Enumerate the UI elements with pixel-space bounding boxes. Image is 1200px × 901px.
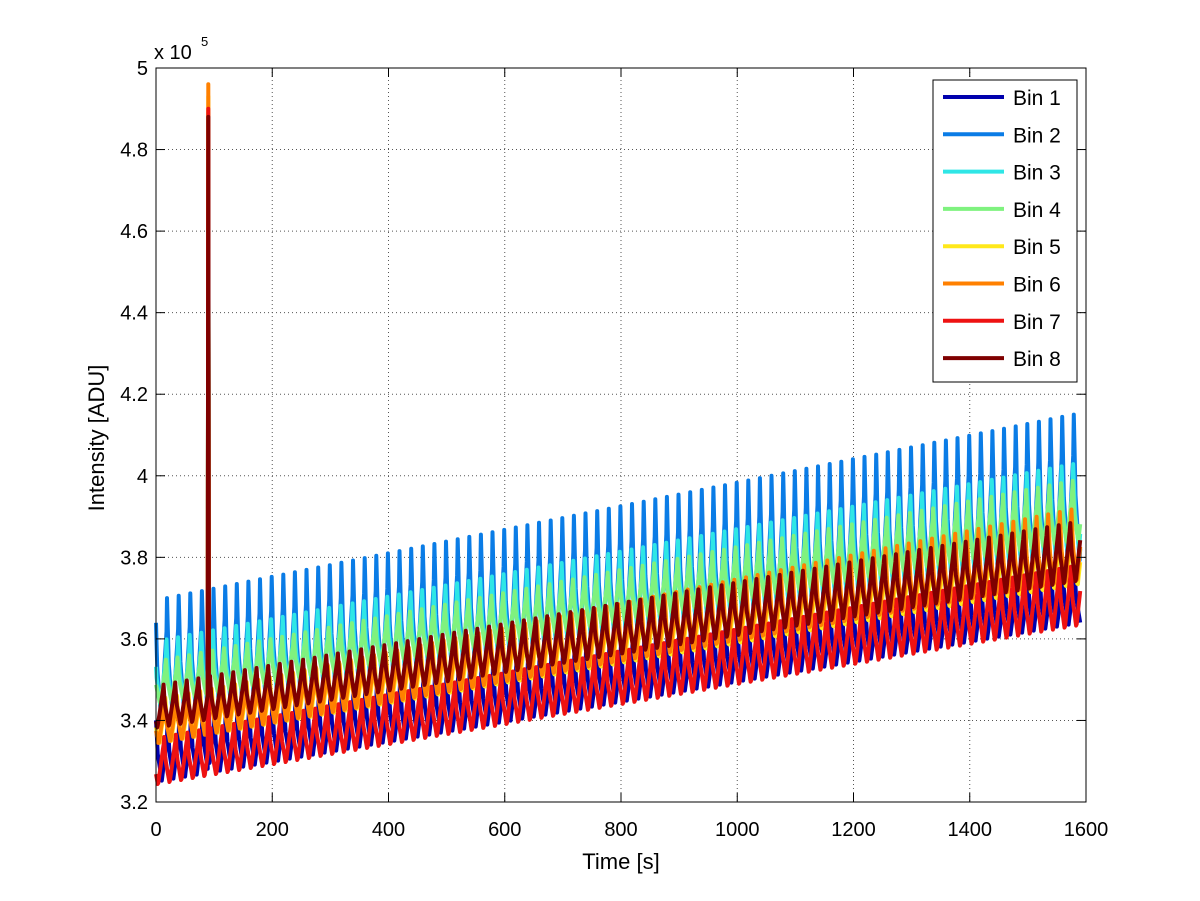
series-lines (154, 82, 1083, 786)
legend-label: Bin 8 (1013, 348, 1061, 371)
x-tick-label: 1000 (715, 819, 760, 841)
y-tick-label: 4.2 (120, 384, 148, 406)
x-tick-label: 1600 (1064, 819, 1109, 841)
series-line-bin-4 (154, 110, 1083, 705)
x-tick-label: 200 (256, 819, 289, 841)
legend-label: Bin 3 (1013, 162, 1061, 185)
x-tick-label: 400 (372, 819, 405, 841)
y-tick-label: 3.2 (120, 792, 148, 814)
legend-label: Bin 1 (1013, 87, 1061, 110)
y-exponent-power: 5 (201, 34, 208, 49)
y-tick-label: 4.4 (120, 303, 148, 325)
x-tick-label: 600 (488, 819, 521, 841)
x-tick-label: 1400 (948, 819, 993, 841)
x-tick-label: 1200 (831, 819, 876, 841)
legend: Bin 1 Bin 2 Bin 3 Bin 4 Bin 5 Bin 6 Bin 7 Bin 8 (932, 79, 1078, 383)
legend-box (932, 79, 1078, 383)
x-tick-label: 800 (604, 819, 637, 841)
x-axis-label: Time [s] (582, 849, 659, 874)
series-line-bin-7 (154, 106, 1083, 786)
y-tick-label: 3.8 (120, 547, 148, 569)
y-tick-labels: 3.2 3.4 3.6 3.8 4 4.2 4.4 4.6 4.8 5 (120, 58, 148, 814)
legend-label: Bin 7 (1013, 311, 1061, 334)
y-tick-label: 3.4 (120, 710, 148, 732)
y-exponent-label: x 10 (154, 42, 192, 64)
y-tick-label: 5 (137, 58, 148, 80)
y-tick-label: 4 (137, 466, 148, 488)
legend-label: Bin 6 (1013, 274, 1061, 297)
series-line-bin-8 (154, 114, 1083, 730)
y-tick-label: 4.6 (120, 221, 148, 243)
y-tick-label: 3.6 (120, 629, 148, 651)
y-axis-label: Intensity [ADU] (84, 365, 109, 512)
legend-label: Bin 5 (1013, 236, 1061, 259)
legend-label: Bin 2 (1013, 124, 1061, 147)
ticks (155, 67, 1087, 803)
y-tick-label: 4.8 (120, 140, 148, 162)
legend-label: Bin 4 (1013, 199, 1061, 222)
x-tick-labels: 0 200 400 600 800 1000 1200 1400 1600 (150, 819, 1108, 841)
x-tick-label: 0 (150, 819, 161, 841)
